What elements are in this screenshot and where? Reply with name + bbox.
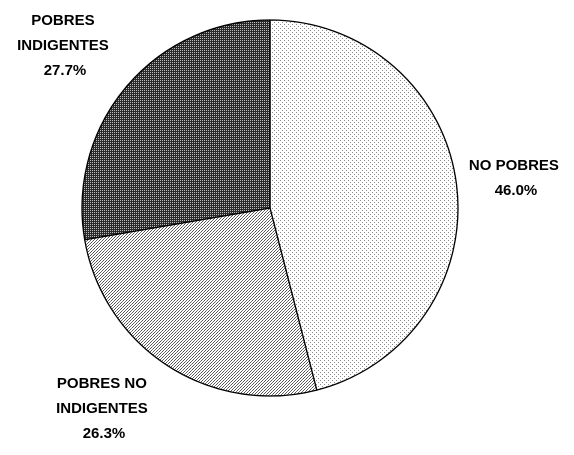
label-pobres-indigentes-line-1: POBRES [31,12,94,29]
label-pobres-indigentes: POBRES INDIGENTES 27.7% [17,12,113,79]
pie-slices [81,19,459,397]
pie-labels: NO POBRES 46.0% POBRES NO INDIGENTES 26.… [17,12,563,442]
label-pobres-no-indigentes-value: 26.3% [83,425,126,442]
label-no-pobres-line-1: NO POBRES [469,157,559,174]
label-pobres-no-indigentes-line-1: POBRES NO [57,375,147,392]
label-pobres-no-indigentes: POBRES NO INDIGENTES 26.3% [56,375,152,442]
label-pobres-no-indigentes-line-2: INDIGENTES [56,400,148,417]
pie-slice-2 [81,19,271,241]
label-pobres-indigentes-line-2: INDIGENTES [17,37,109,54]
pie-slice-0 [269,19,459,391]
label-no-pobres: NO POBRES 46.0% [469,157,563,199]
label-no-pobres-value: 46.0% [495,182,538,199]
pie-slice-1 [84,207,318,397]
label-pobres-indigentes-value: 27.7% [44,62,87,79]
